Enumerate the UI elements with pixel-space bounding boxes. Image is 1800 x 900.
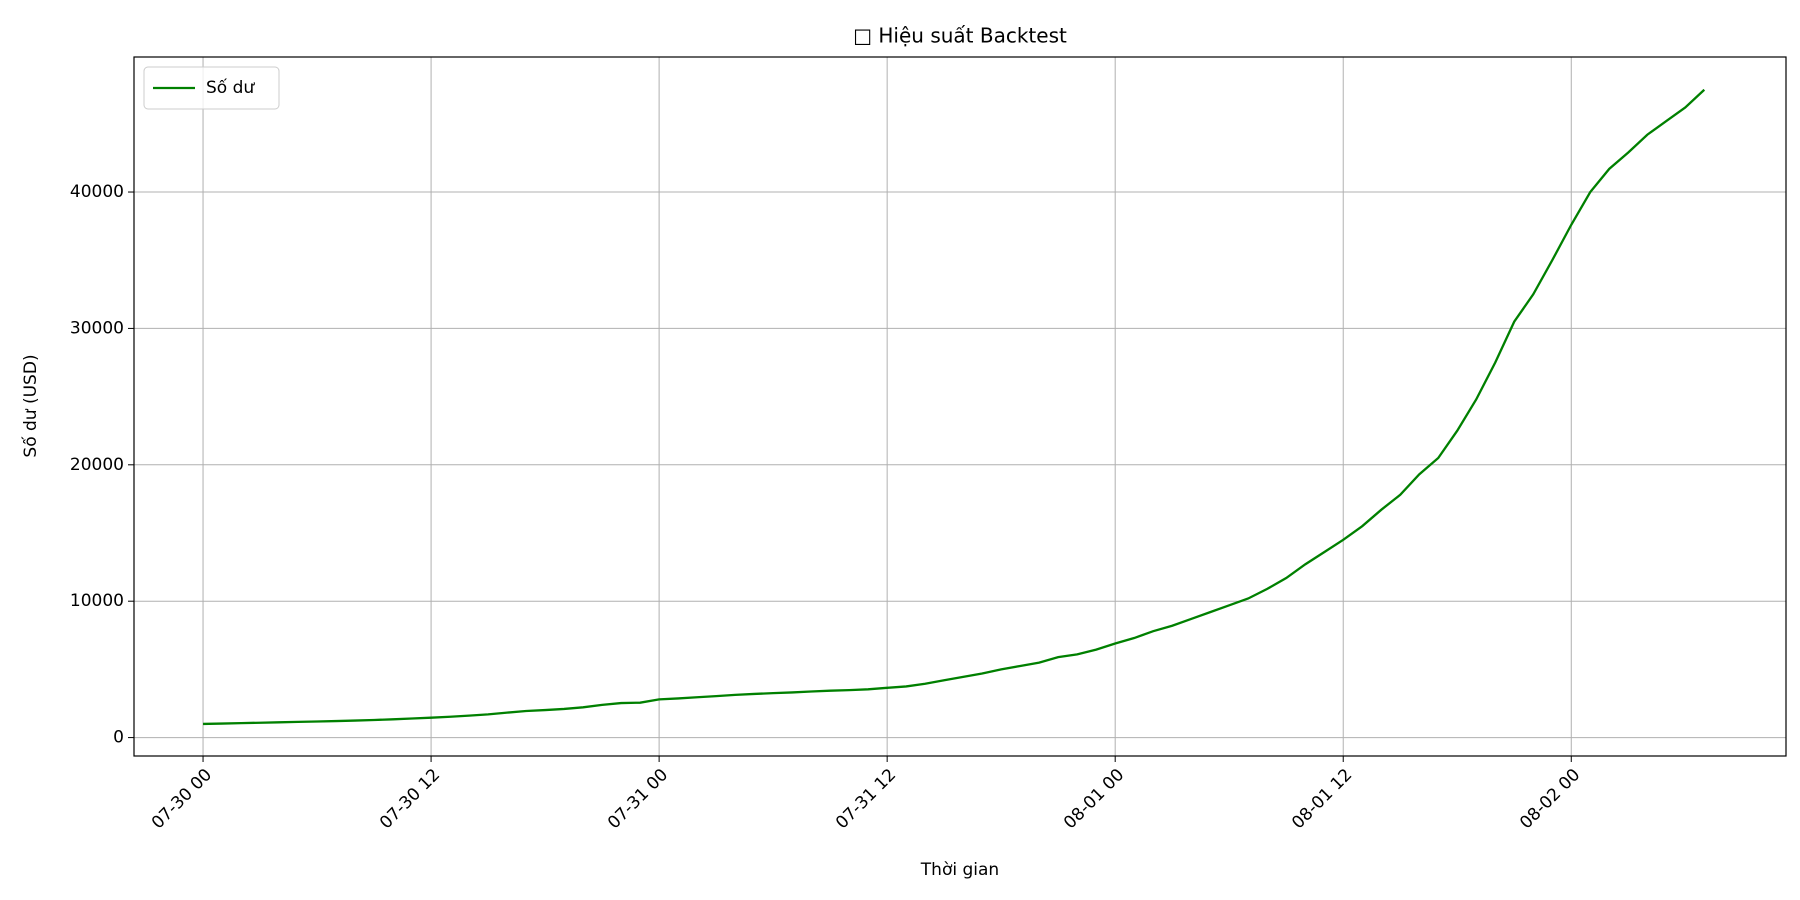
chart-title: □ Hiệu suất Backtest [853,24,1067,48]
y-axis-label: Số dư (USD) [20,354,41,457]
y-tick-label: 30000 [70,318,124,338]
y-tick-label: 10000 [70,591,124,611]
x-axis-label: Thời gian [920,860,999,880]
legend-box [143,66,280,110]
y-tick-label: 20000 [70,455,124,475]
y-tick-label: 40000 [70,182,124,202]
plot-frame [133,56,1787,757]
line-series [203,88,1706,726]
legend-label: Số dư [206,77,255,98]
y-tick-label: 0 [113,728,124,748]
